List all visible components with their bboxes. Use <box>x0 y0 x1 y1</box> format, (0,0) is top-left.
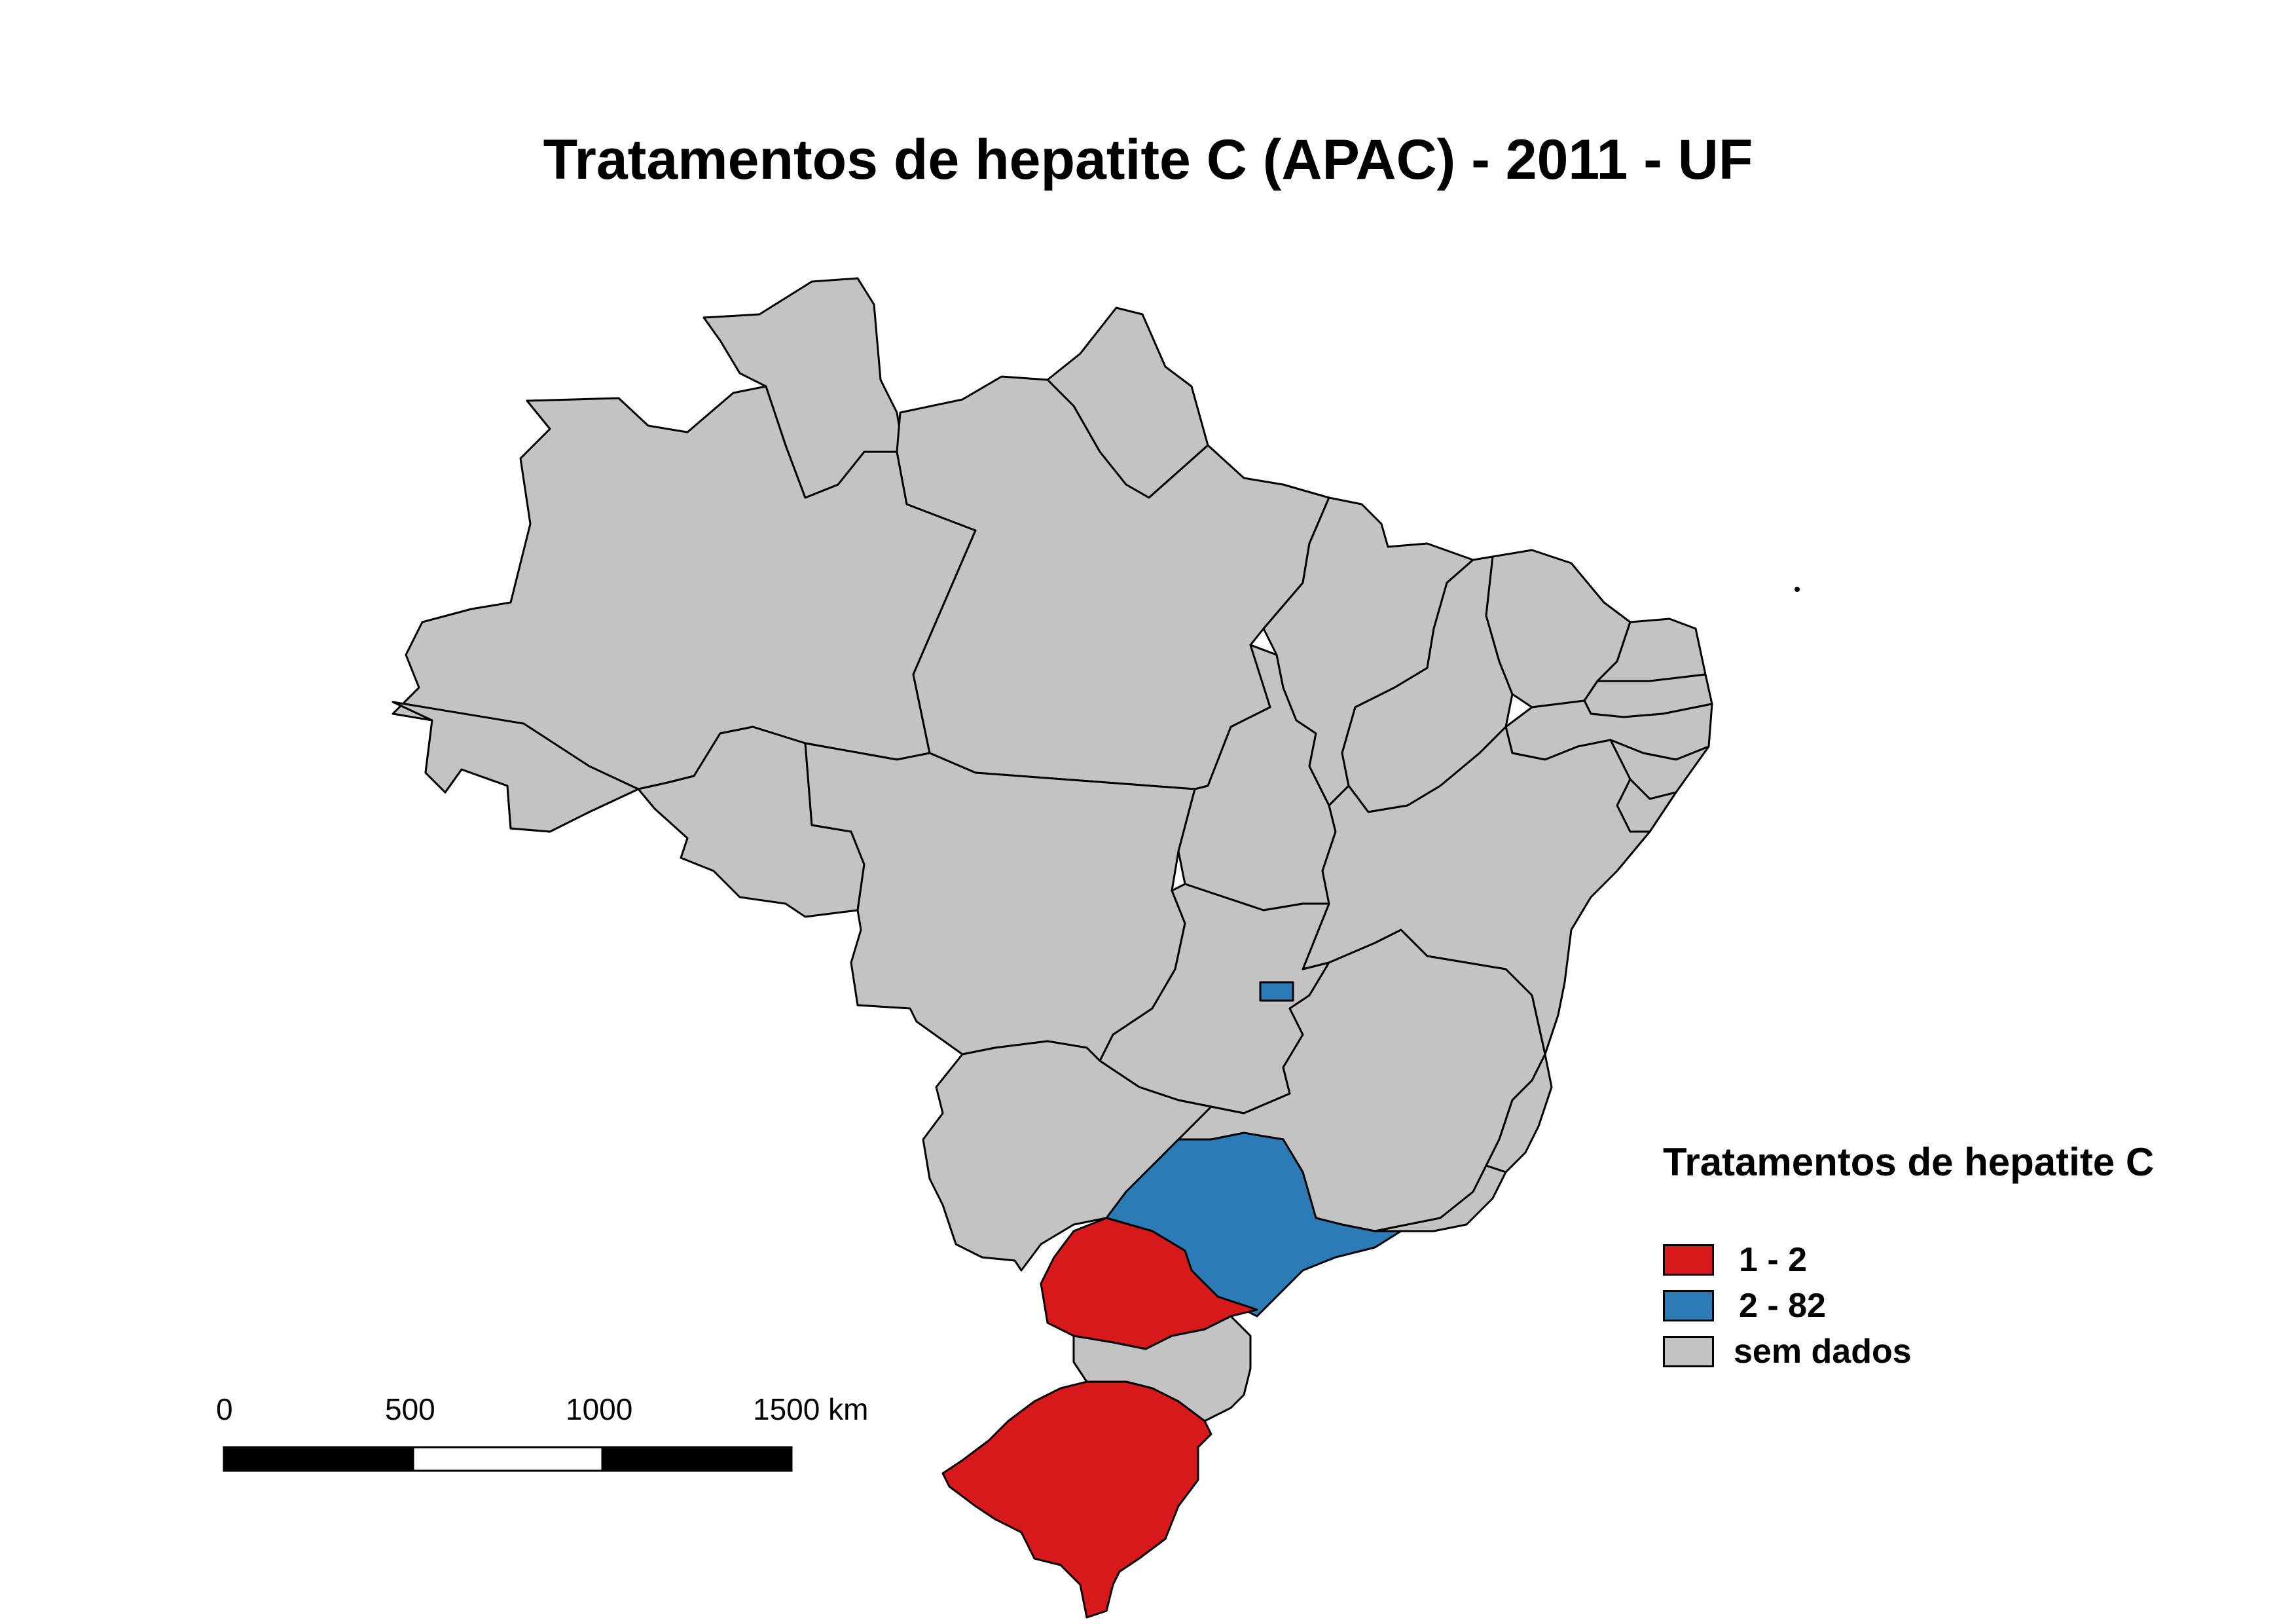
scale-tick-0: 0 <box>216 1392 233 1426</box>
legend-swatch-red <box>1663 1244 1714 1276</box>
scale-segment-1 <box>223 1446 414 1472</box>
legend-label: sem dados <box>1734 1333 1912 1371</box>
legend-label: 1 - 2 <box>1739 1241 1808 1279</box>
legend-item-sem-dados[interactable]: sem dados <box>1663 1329 2154 1375</box>
scale-tick-500: 500 <box>385 1392 435 1426</box>
legend-swatch-blue <box>1663 1290 1714 1321</box>
legend-item-2-82[interactable]: 2 - 82 <box>1663 1283 2154 1329</box>
legend-label: 2 - 82 <box>1739 1287 1826 1325</box>
region-ac[interactable] <box>392 701 640 833</box>
region-mt[interactable] <box>804 742 1196 1062</box>
scale-segment-3 <box>601 1446 793 1472</box>
region-rj[interactable] <box>1374 1164 1507 1232</box>
scale-bar <box>223 1446 793 1472</box>
region-ms[interactable] <box>922 1040 1212 1272</box>
scale-segment-2 <box>412 1446 604 1472</box>
legend-swatch-grey <box>1663 1336 1714 1367</box>
legend-item-1-2[interactable]: 1 - 2 <box>1663 1237 2154 1283</box>
map-title: Tratamentos de hepatite C (APAC) - 2011 … <box>543 128 1753 191</box>
scale-tick-1000: 1000 <box>566 1392 633 1426</box>
region-rs[interactable] <box>941 1380 1212 1619</box>
legend: Tratamentos de hepatite C 1 - 2 2 - 82 s… <box>1663 1139 2154 1375</box>
region-es[interactable] <box>1485 1053 1553 1173</box>
legend-title: Tratamentos de hepatite C <box>1663 1140 2155 1184</box>
island-dot <box>1795 587 1800 592</box>
scale-tick-1500: 1500 km <box>753 1392 869 1426</box>
region-rr[interactable] <box>702 277 905 499</box>
region-df[interactable] <box>1259 981 1294 1002</box>
